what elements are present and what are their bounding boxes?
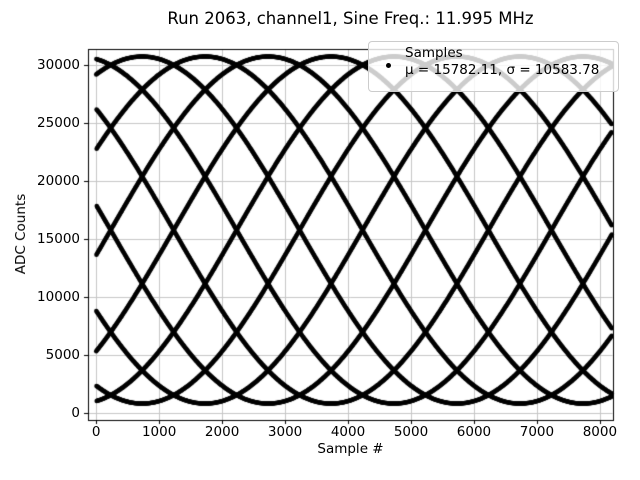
x-tick-label: 0 <box>91 424 101 440</box>
x-tick-label: 2000 <box>204 424 240 440</box>
x-tick-label: 8000 <box>582 424 618 440</box>
x-tick-label: 4000 <box>330 424 366 440</box>
x-tick-label: 1000 <box>141 424 177 440</box>
x-tick-label: 3000 <box>267 424 303 440</box>
legend-entry-label: Samples <box>405 45 463 61</box>
legend-stats-label: μ = 15782.11, σ = 10583.78 <box>405 61 600 78</box>
legend-sample-marker-icon <box>386 63 391 68</box>
y-tick-label: 10000 <box>37 289 80 306</box>
legend: Samples μ = 15782.11, σ = 10583.78 <box>368 41 619 92</box>
y-tick-label: 25000 <box>37 115 80 132</box>
x-tick-label: 5000 <box>393 424 429 440</box>
x-tick-label: 7000 <box>519 424 555 440</box>
chart-title: Run 2063, channel1, Sine Freq.: 11.995 M… <box>167 9 534 28</box>
x-tick-label: 6000 <box>456 424 492 440</box>
y-tick-label: 30000 <box>37 57 80 74</box>
y-tick-label: 20000 <box>37 173 80 190</box>
x-axis-label: Sample # <box>317 441 384 457</box>
y-tick-label: 5000 <box>45 347 80 364</box>
y-tick-label: 15000 <box>37 231 80 248</box>
y-tick-label: 0 <box>71 405 80 422</box>
